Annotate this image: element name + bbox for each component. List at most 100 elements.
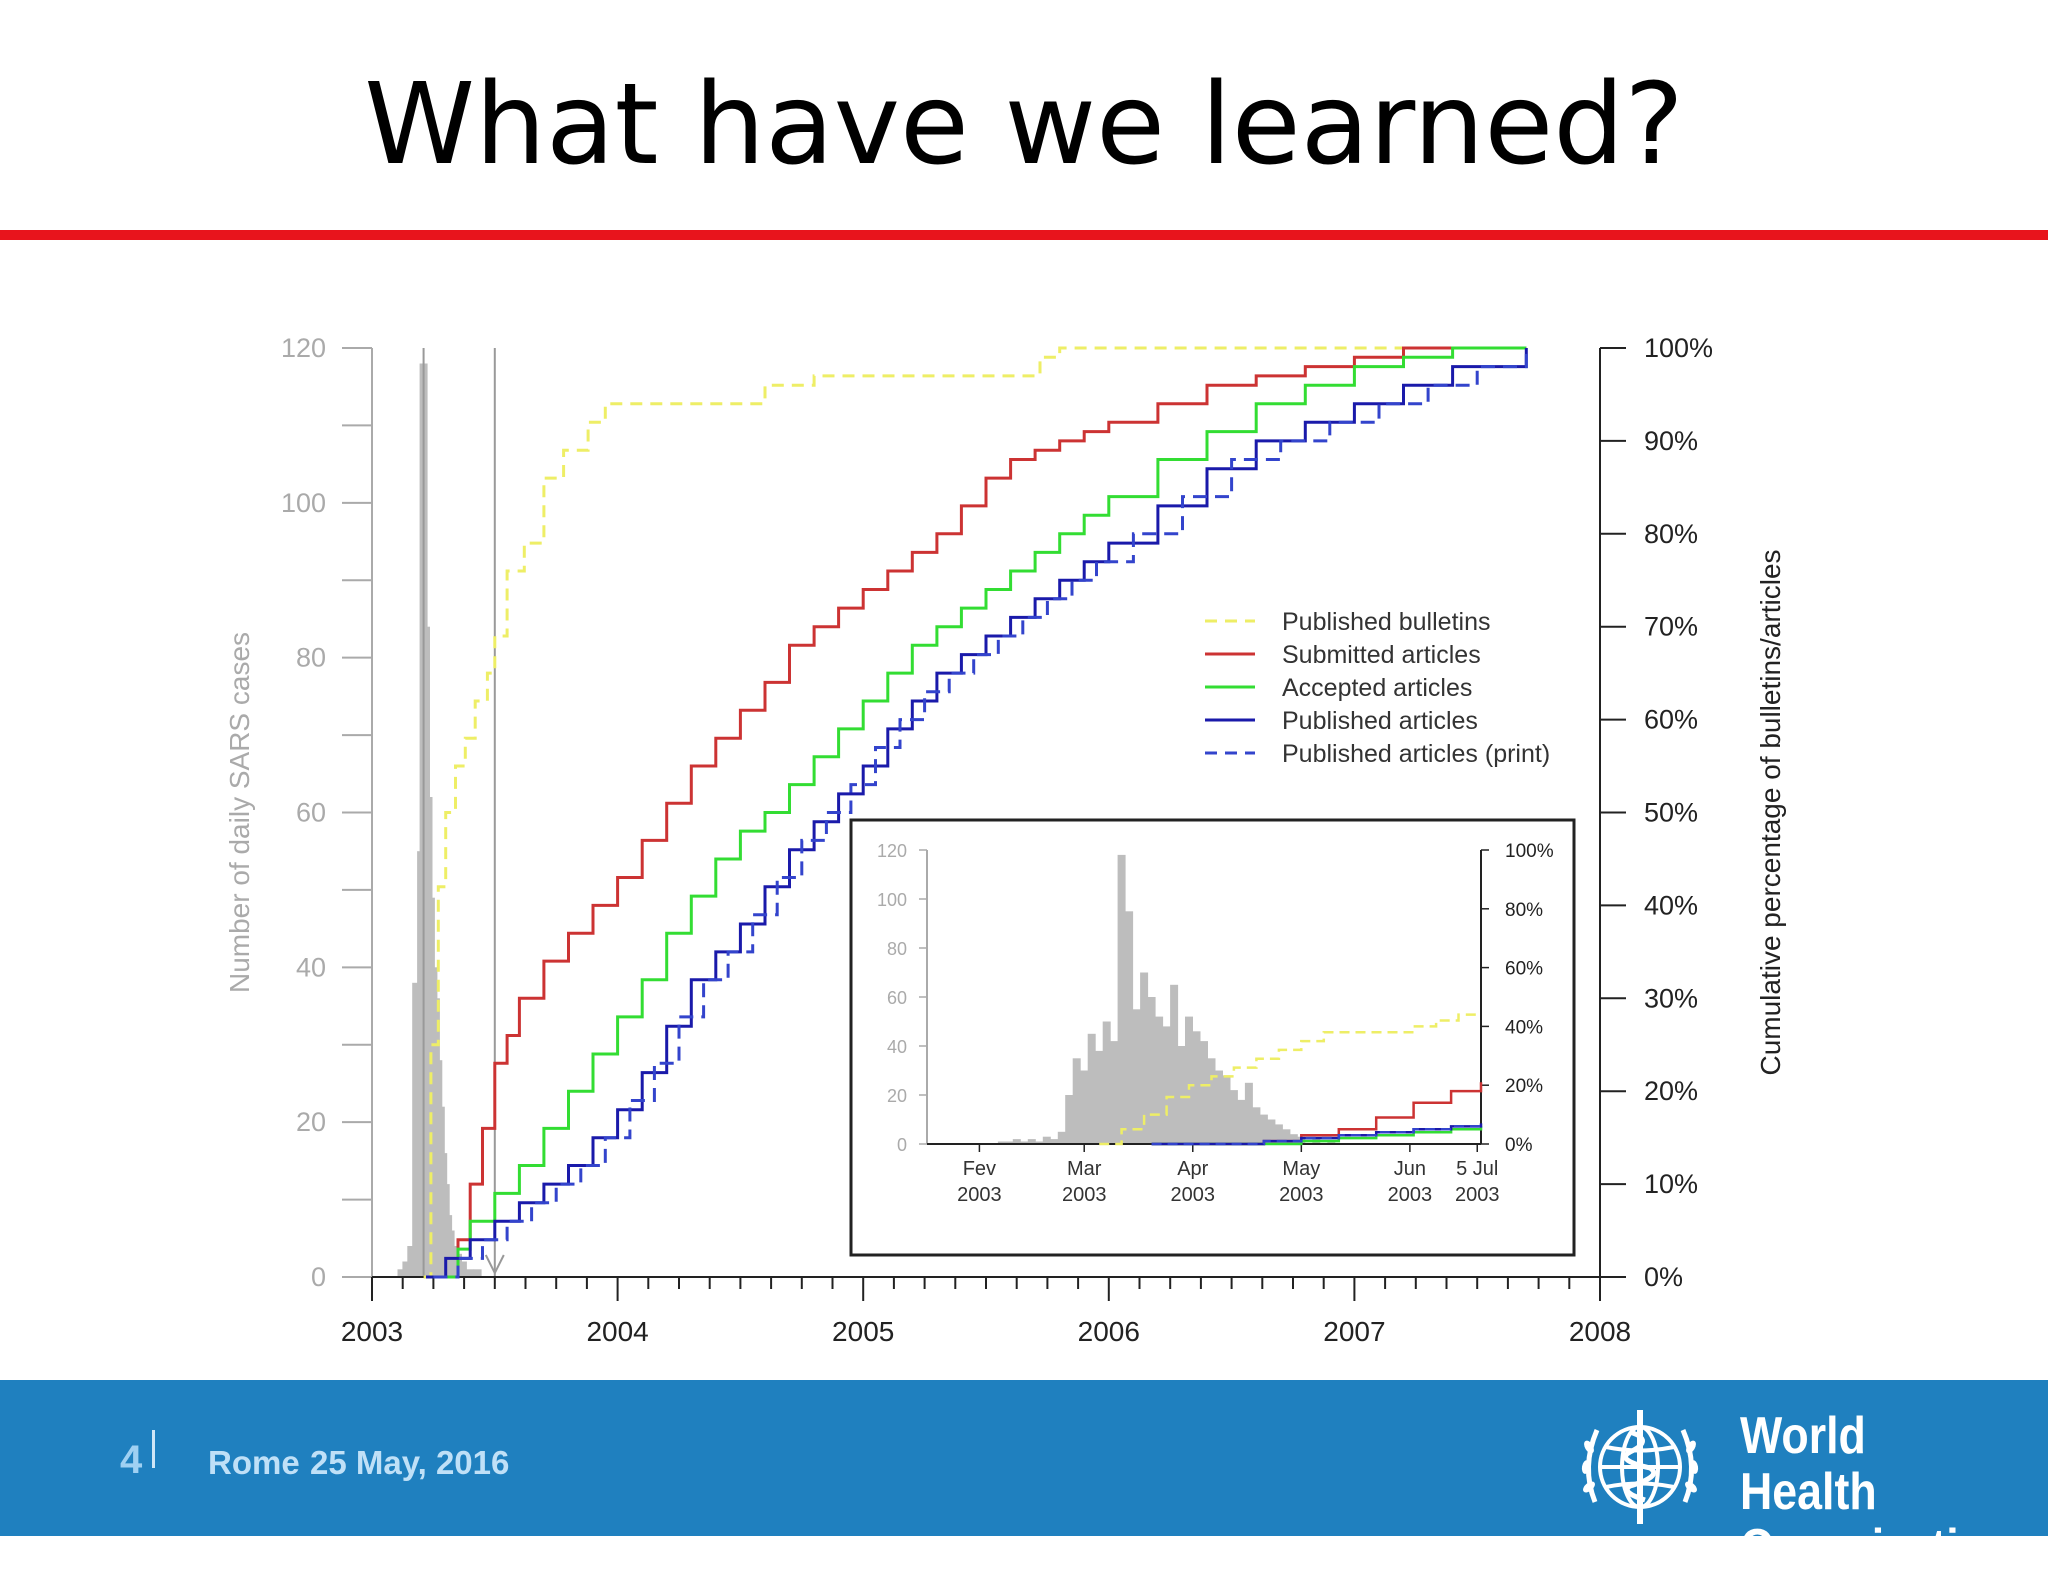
inset-case-bar (1035, 1141, 1044, 1144)
series-line-published-articles-print (433, 348, 1528, 1279)
inset-x-tick-year: 2003 (957, 1184, 1002, 1206)
inset-case-bar (1095, 1050, 1104, 1144)
inset-left-tick-label: 80 (887, 939, 907, 959)
case-bar (402, 1261, 411, 1277)
inset-case-bar (1132, 1009, 1141, 1145)
inset-case-bar (1140, 972, 1149, 1144)
main-series-lines (423, 346, 1528, 1279)
inset-left-tick-label: 100 (877, 890, 907, 910)
inset-case-bar (1207, 1058, 1216, 1145)
case-bar (407, 1246, 416, 1277)
x-tick-label: 2005 (832, 1316, 894, 1347)
left-tick-label: 60 (296, 798, 326, 828)
left-tick-label: 100 (281, 488, 326, 518)
inset-left-tick-label: 120 (877, 841, 907, 861)
legend-label-published-articles-print: Published articles (print) (1282, 740, 1550, 768)
inset-case-bar (1125, 911, 1134, 1145)
inset-chart: 0 20 40 60 80 100 120 0% 20% 40% 60% 80% 100% Fev 2003… (849, 818, 1576, 1257)
inset-series-line-published-articles-print (1151, 1123, 1483, 1146)
series-line-published-bulletins (423, 346, 1527, 1279)
x-tick-label: 2006 (1078, 1316, 1140, 1347)
inset-right-tick-label: 80% (1505, 900, 1543, 921)
inset-case-bar (1087, 1033, 1096, 1145)
inset-case-bar (1267, 1119, 1276, 1144)
left-tick-label: 40 (296, 952, 326, 982)
case-bar (449, 1246, 457, 1277)
legend-label-accepted-articles: Accepted articles (1282, 674, 1472, 702)
inset-case-bar (1274, 1124, 1283, 1144)
inset-case-bar (1005, 1141, 1014, 1144)
inset-case-bar (1259, 1114, 1268, 1144)
inset-case-bar (1155, 1016, 1164, 1144)
inset-case-bar (1215, 1070, 1223, 1144)
inset-left-tick-label: 0 (897, 1135, 907, 1155)
inset-case-bar (1282, 1129, 1291, 1144)
right-tick-label: 10% (1644, 1169, 1698, 1199)
who-logo-line2: Organization (1740, 1519, 2014, 1577)
inset-case-bar (1147, 997, 1156, 1144)
left-axis-title: Number of daily SARS cases (224, 632, 255, 993)
inset-case-bar (1222, 1075, 1231, 1144)
inset-case-bar (1042, 1136, 1051, 1144)
inset-case-bar (1110, 1041, 1119, 1144)
who-logo-text: World Health Organization (1740, 1408, 2013, 1576)
footer-date: 25 May, 2016 (310, 1444, 510, 1481)
right-tick-label: 0% (1644, 1262, 1683, 1292)
inset-case-bar (1102, 1021, 1111, 1144)
inset-x-tick-month: Fev (963, 1158, 996, 1180)
inset-left-tick-label: 40 (887, 1037, 907, 1057)
right-tick-label: 50% (1644, 798, 1698, 828)
inset-x-tick-month: Jun (1394, 1158, 1426, 1180)
main-case-bars (397, 363, 482, 1277)
legend: Published bulletins Submitted articles Acc… (1205, 608, 1550, 768)
x-tick-label: 2003 (341, 1316, 403, 1347)
right-tick-label: 40% (1644, 890, 1698, 920)
inset-frame (849, 818, 1576, 1257)
page-number: 4 (120, 1438, 143, 1482)
inset-case-bar (1012, 1139, 1021, 1144)
legend-label-published-articles: Published articles (1282, 707, 1478, 735)
left-tick-label: 20 (296, 1107, 326, 1137)
inset-case-bar (1177, 1046, 1186, 1144)
case-bar (458, 1261, 467, 1277)
inset-case-bar (1065, 1095, 1074, 1144)
inset-x-tick-month: 5 Jul (1456, 1158, 1498, 1180)
inset-series-line-published-bulletins (1099, 1013, 1481, 1146)
inset-case-bar (1027, 1139, 1036, 1144)
slide-title: What have we learned? (364, 60, 1684, 190)
inset-case-bar (1162, 1026, 1171, 1144)
inset-case-bar (1192, 1031, 1201, 1144)
x-tick-label: 2004 (586, 1316, 648, 1347)
series-line-accepted-articles (440, 346, 1527, 1279)
inset-case-bar (1237, 1099, 1246, 1144)
inset-case-bar (997, 1141, 1006, 1144)
right-tick-label: 30% (1644, 983, 1698, 1013)
right-tick-label: 100% (1644, 333, 1713, 363)
who-emblem-icon (1581, 1410, 1699, 1524)
left-tick-label: 0 (311, 1262, 326, 1292)
right-tick-label: 20% (1644, 1076, 1698, 1106)
inset-left-tick-label: 60 (887, 988, 907, 1008)
inset-x-tick-year: 2003 (1062, 1184, 1107, 1206)
inset-case-bar (1229, 1090, 1238, 1144)
right-tick-label: 80% (1644, 519, 1698, 549)
sars-publication-chart: 0 20 40 60 80 100 120 Number of daily SARS case… (224, 333, 1786, 1347)
inset-x-tick-month: Mar (1067, 1158, 1102, 1180)
legend-label-published-bulletins: Published bulletins (1282, 608, 1490, 636)
inset-case-bar (1244, 1082, 1253, 1145)
inset-x-tick-year: 2003 (1455, 1184, 1500, 1206)
title-divider (0, 230, 2048, 240)
inset-case-bar (1252, 1107, 1261, 1145)
case-bar (397, 1269, 406, 1277)
inset-case-bar (1080, 1070, 1089, 1144)
x-tick-label: 2007 (1323, 1316, 1385, 1347)
main-axes: 0 20 40 60 80 100 120 Number of daily SARS case… (224, 333, 1786, 1347)
inset-x-tick-year: 2003 (1279, 1184, 1324, 1206)
inset-x-tick-month: Apr (1177, 1158, 1208, 1180)
inset-x-tick-year: 2003 (1171, 1184, 1216, 1206)
inset-case-bar (1050, 1139, 1059, 1144)
right-axis-title: Cumulative percentage of bulletins/artic… (1755, 549, 1786, 1075)
inset-case-bar (1020, 1141, 1029, 1144)
case-bar (473, 1269, 482, 1277)
footer-location: Rome (208, 1444, 300, 1481)
